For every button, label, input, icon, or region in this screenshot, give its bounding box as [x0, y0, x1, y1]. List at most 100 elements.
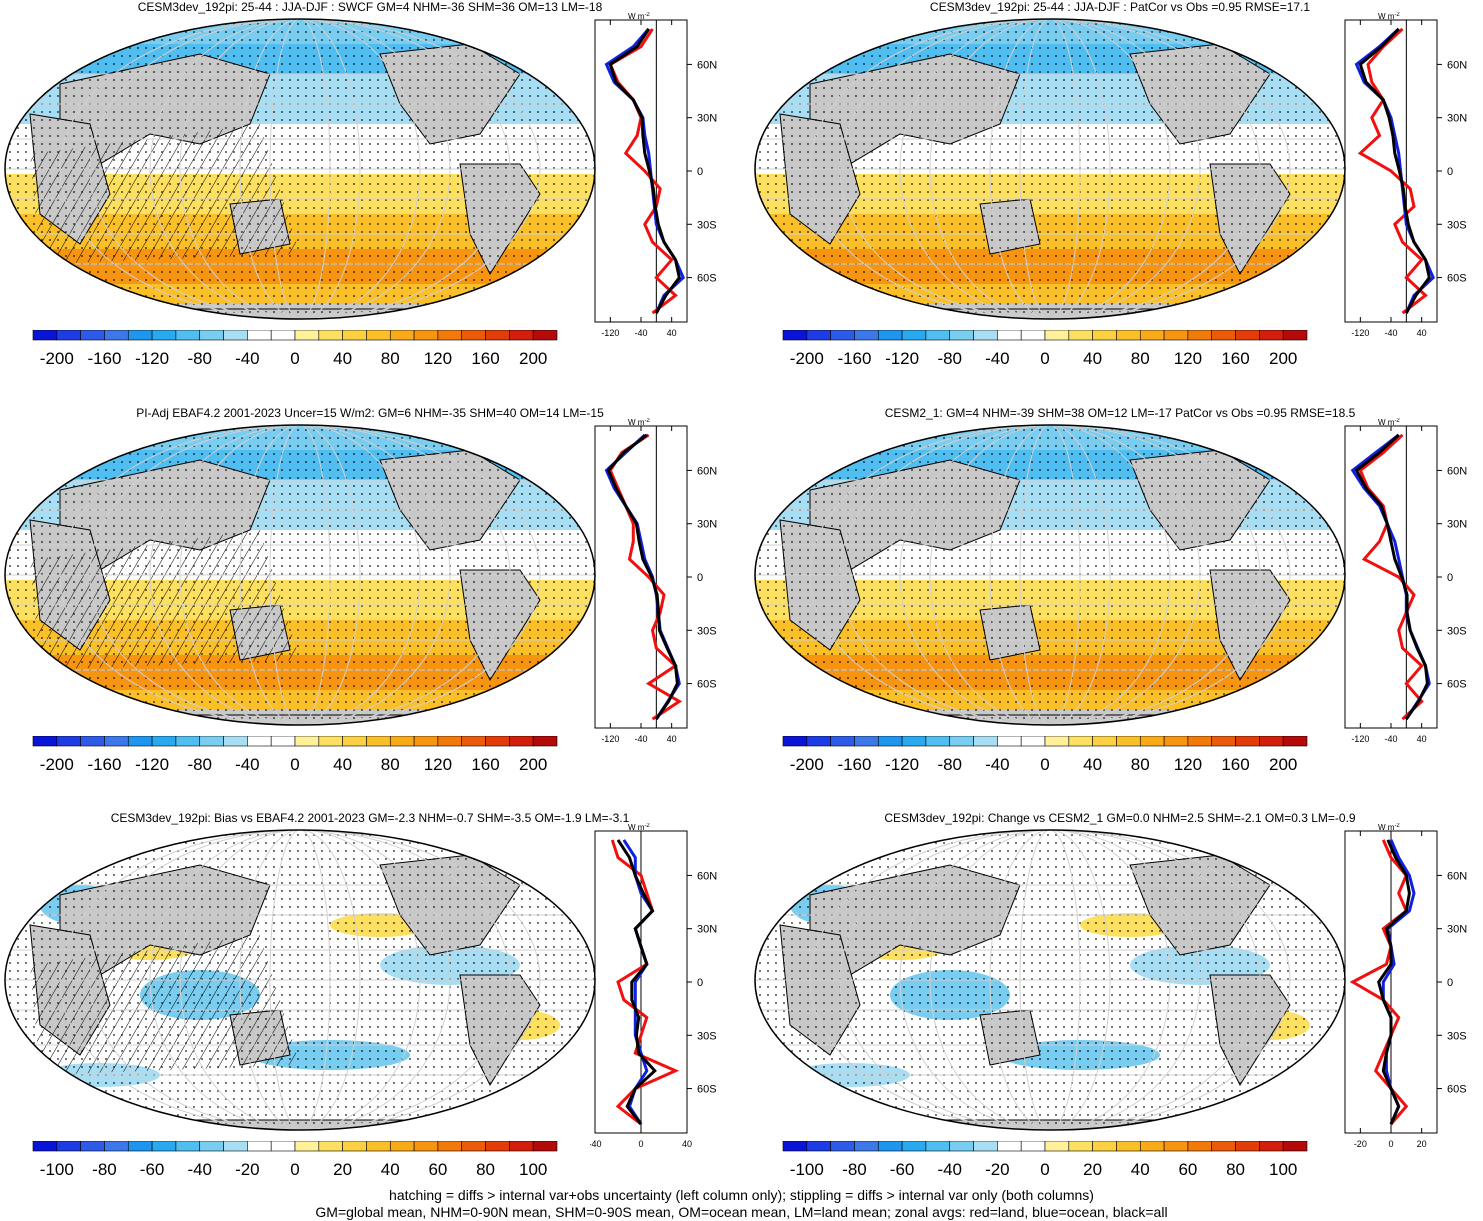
colorbar-tick-label: 0	[290, 1160, 299, 1179]
zonal-all-line	[616, 839, 657, 1126]
lat-tick-label: 0	[697, 166, 703, 178]
panel-p1: CESM3dev_192pi: 25-44 : JJA-DJF : SWCF G…	[0, 0, 740, 405]
colorbar-tick-label: -120	[135, 349, 169, 368]
lat-tick-label: 0	[697, 572, 703, 584]
map-plot	[4, 424, 596, 726]
colorbar-tick-label: -40	[235, 349, 260, 368]
lat-tick-label: 30S	[697, 1030, 717, 1042]
zonal-xtick-label: -40	[590, 1139, 602, 1149]
colorbar-tick-label: 20	[333, 1160, 352, 1179]
zonal-ocean-line	[604, 433, 681, 720]
colorbar-tick-label: 80	[1131, 755, 1150, 774]
lat-tick-label: 60N	[1447, 465, 1467, 477]
colorbar-tick-label: 40	[381, 1160, 400, 1179]
colorbar-tick-label: 80	[381, 349, 400, 368]
map-plot	[4, 829, 596, 1131]
zonal-xtick-label: 40	[667, 734, 677, 744]
colorbar-tick-label: 40	[1131, 1160, 1150, 1179]
colorbar-tick-label: -120	[885, 349, 919, 368]
lat-tick-label: 30N	[697, 519, 717, 531]
zonal-xtick-label: -20	[1354, 1139, 1367, 1149]
colorbar-tick-label: 100	[1269, 1160, 1297, 1179]
panel-title: CESM3dev_192pi: 25-44 : JJA-DJF : SWCF G…	[137, 0, 603, 14]
colorbar-tick-label: 40	[333, 755, 352, 774]
zonal-xtick-label: 0	[638, 1139, 643, 1149]
colorbar-tick-label: -80	[937, 349, 962, 368]
zonal-land-line	[1358, 433, 1424, 721]
lat-tick-label: 30S	[1447, 625, 1467, 637]
zonal-xtick-label: 40	[1417, 734, 1427, 744]
zonal-xtick-label: 40	[667, 328, 677, 338]
colorbar-tick-label: -40	[985, 755, 1010, 774]
zonal-all-line	[606, 433, 679, 720]
lat-tick-label: 0	[1447, 166, 1453, 178]
map-plot	[754, 18, 1346, 320]
zonal-xtick-label: 0	[1388, 1139, 1393, 1149]
colorbar-tick-label: 200	[519, 349, 547, 368]
lat-tick-label: 60N	[1447, 870, 1467, 882]
zonal-avg-plot: W m-2 60N 30N 0 30S 60S -120 -40 40	[594, 12, 717, 338]
colorbar: -100 -80 -60 -40 -20 0 20 40 60 80 100	[782, 1140, 1308, 1179]
lat-tick-label: 60S	[1447, 1084, 1467, 1096]
map-plot	[4, 18, 596, 320]
colorbar-tick-label: 80	[381, 755, 400, 774]
colorbar-tick-label: 40	[1083, 755, 1102, 774]
colorbar-tick-label: -60	[140, 1160, 165, 1179]
lat-tick-label: 30N	[697, 113, 717, 125]
zonal-all-line	[608, 28, 681, 314]
colorbar-tick-label: 40	[333, 349, 352, 368]
colorbar-tick-label: 0	[1040, 755, 1049, 774]
colorbar-tick-label: -120	[885, 755, 919, 774]
colorbar-tick-label: -200	[790, 349, 824, 368]
colorbar-tick-label: 200	[519, 755, 547, 774]
zonal-unit-label: W m-2	[1378, 12, 1400, 21]
lat-tick-label: 0	[1447, 572, 1453, 584]
colorbar-tick-label: -40	[985, 349, 1010, 368]
panel-title: CESM3dev_192pi: Bias vs EBAF4.2 2001-202…	[110, 811, 630, 825]
colorbar-tick-label: -200	[40, 755, 74, 774]
lat-tick-label: 30S	[1447, 1030, 1467, 1042]
lat-tick-label: 60S	[697, 679, 717, 691]
colorbar-tick-label: 40	[1083, 349, 1102, 368]
zonal-land-line	[608, 433, 683, 721]
colorbar-tick-label: -200	[40, 349, 74, 368]
zonal-xtick-label: -120	[1351, 328, 1369, 338]
zonal-xtick-label: -120	[601, 734, 619, 744]
colorbar: -200 -160 -120 -80 -40 0 40 80 120 160 200	[32, 735, 558, 774]
colorbar-tick-label: 0	[290, 349, 299, 368]
zonal-avg-plot: W m-2 60N 30N 0 30S 60S -120 -40 40	[1344, 12, 1467, 338]
colorbar-tick-label: -100	[790, 1160, 824, 1179]
colorbar-tick-label: -60	[890, 1160, 915, 1179]
colorbar-tick-label: 60	[428, 1160, 447, 1179]
lat-tick-label: 30S	[697, 219, 717, 231]
zonal-avg-plot: W m-2 60N 30N 0 30S 60S -120 -40 40	[1344, 418, 1467, 744]
lat-tick-label: 30S	[1447, 219, 1467, 231]
colorbar-tick-label: -160	[837, 349, 871, 368]
colorbar-tick-label: -20	[235, 1160, 260, 1179]
panel-title: PI-Adj EBAF4.2 2001-2023 Uncer=15 W/m2: …	[136, 406, 604, 420]
zonal-unit-label: W m-2	[628, 823, 650, 832]
colorbar-tick-label: 120	[424, 349, 452, 368]
zonal-land-line	[1349, 839, 1409, 1126]
zonal-unit-label: W m-2	[1378, 418, 1400, 427]
lat-tick-label: 30N	[1447, 113, 1467, 125]
colorbar: -100 -80 -60 -40 -20 0 20 40 60 80 100	[32, 1140, 558, 1179]
zonal-land-line	[608, 28, 678, 315]
lat-tick-label: 60S	[697, 273, 717, 285]
lat-tick-label: 60N	[697, 465, 717, 477]
colorbar-tick-label: 200	[1269, 755, 1297, 774]
colorbar-tick-label: -200	[790, 755, 824, 774]
colorbar-tick-label: -40	[937, 1160, 962, 1179]
colorbar-tick-label: -80	[842, 1160, 867, 1179]
lat-tick-label: 30N	[1447, 924, 1467, 936]
lat-tick-label: 0	[697, 977, 703, 989]
colorbar-tick-label: -40	[235, 755, 260, 774]
zonal-avg-plot: W m-2 60N 30N 0 30S 60S -20 0 20	[1344, 823, 1467, 1149]
map-plot	[754, 424, 1346, 726]
zonal-xtick-label: -40	[1384, 328, 1397, 338]
zonal-xtick-label: 20	[1417, 1139, 1427, 1149]
colorbar-tick-label: -80	[92, 1160, 117, 1179]
zonal-unit-label: W m-2	[628, 12, 650, 21]
colorbar-tick-label: -160	[87, 349, 121, 368]
colorbar-tick-label: 160	[471, 349, 499, 368]
